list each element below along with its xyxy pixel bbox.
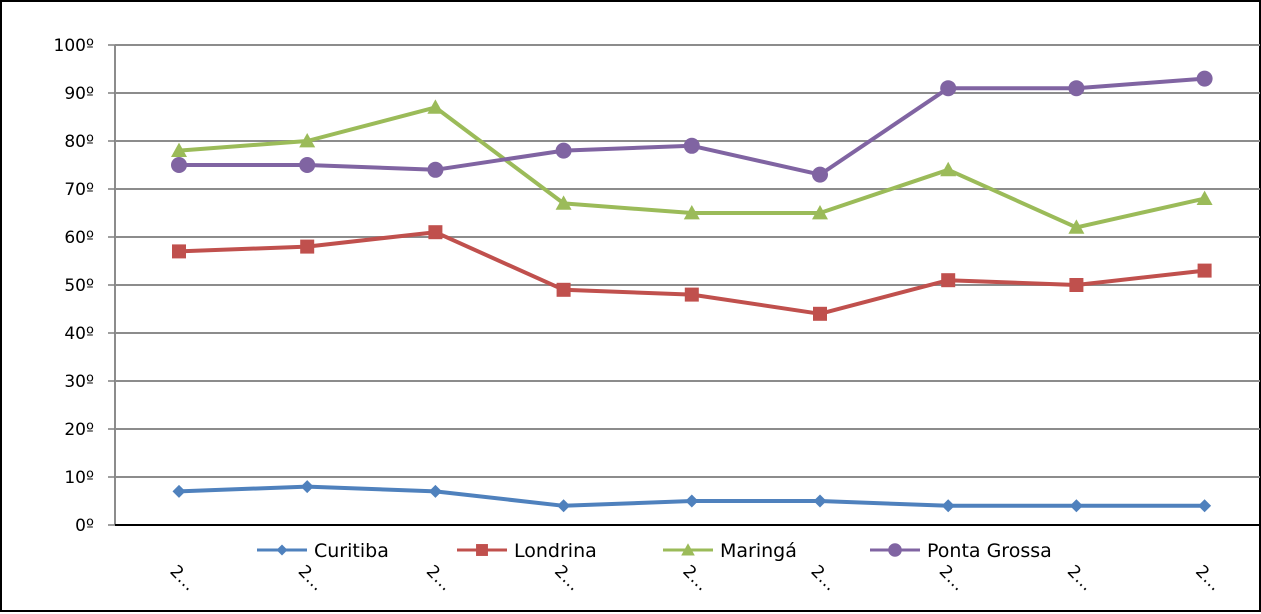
x-tick-label: 2… [550,562,584,596]
data-point [1068,219,1085,234]
x-tick-label: 2… [807,562,841,596]
data-point [681,543,695,556]
data-point [557,499,571,513]
data-point [555,142,572,159]
legend-item: Curitiba [257,540,389,562]
x-tick-label: 2… [1191,562,1225,596]
data-point [556,282,571,297]
data-point [428,484,442,498]
y-tick-label: 50º [64,276,94,296]
data-point [276,544,288,556]
y-tick-label: 90º [64,84,94,104]
x-tick-label: 2… [294,562,328,596]
x-tick-label: 2… [935,562,969,596]
data-point [683,205,700,220]
data-point [1198,499,1212,513]
series-ponta-grossa [171,70,1213,183]
legend-label: Ponta Grossa [927,540,1052,562]
x-tick-label: 2… [1063,562,1097,596]
x-tick-label: 2… [678,562,712,596]
data-point [171,157,187,173]
series-londrina [172,225,1212,321]
data-point [427,161,444,178]
y-tick-label: 20º [64,420,94,440]
data-point [300,480,314,494]
data-point [812,166,828,183]
data-point [1068,80,1085,97]
y-tick-label: 60º [64,228,94,248]
legend-label: Maringá [720,540,797,562]
data-point [555,195,572,210]
y-axis-ticks: 0º 10º 20º 30º 40º 50º 60º 70º 80º 90º 100º [54,36,115,536]
legend-label: Curitiba [314,540,389,562]
data-point [685,494,699,508]
series-curitiba [172,480,1212,513]
data-point [1069,278,1084,292]
legend-item: Ponta Grossa [870,540,1052,562]
series-maringá [171,99,1213,234]
data-point [300,239,315,254]
y-tick-label: 10º [64,468,94,488]
x-tick-label: 2… [422,562,456,596]
data-point [299,133,316,148]
y-tick-label: 80º [64,132,94,152]
data-point [684,287,699,302]
x-axis-ticks: 2… 2… 2… 2… 2… 2… 2… 2… 2… [166,562,1225,596]
data-point [1197,263,1212,278]
legend-label: Londrina [514,540,597,562]
data-point [683,137,700,154]
series-lines [171,70,1213,513]
y-tick-label: 30º [64,372,94,392]
data-point [813,494,827,508]
data-point [299,157,316,173]
data-point [427,99,444,114]
data-point [940,161,957,177]
data-point [1069,499,1083,513]
y-tick-label: 0º [75,516,94,536]
data-point [812,205,828,220]
data-point [941,499,955,513]
data-point [476,544,488,556]
data-point [941,273,956,288]
data-point [428,225,443,240]
x-tick-label: 2… [166,562,200,596]
data-point [172,244,186,259]
data-point [888,543,902,557]
data-point [171,142,187,157]
data-point [940,80,957,97]
y-tick-label: 100º [54,36,94,56]
y-tick-label: 40º [64,324,94,344]
y-tick-label: 70º [64,180,94,200]
legend: Curitiba Londrina Maringá Ponta Grossa [257,540,1052,562]
data-point [172,484,186,498]
data-point [1196,70,1213,87]
grid-lines [114,44,1260,526]
legend-item: Londrina [457,540,597,562]
data-point [1196,190,1213,205]
data-point [813,306,827,321]
legend-item: Maringá [663,540,797,562]
